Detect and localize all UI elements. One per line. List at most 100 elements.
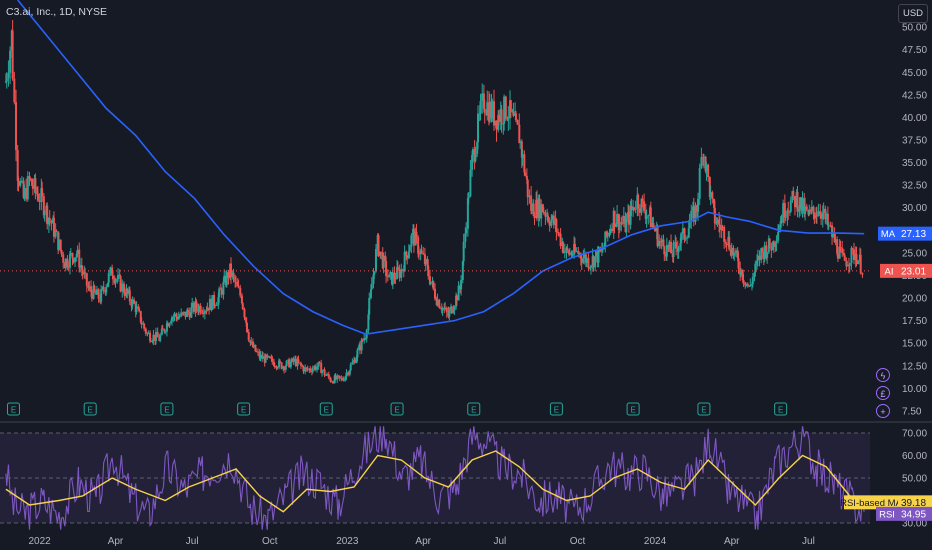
time-axis-tick-label: Jul [186, 536, 199, 547]
candle-body [170, 317, 173, 322]
candle-body [285, 360, 288, 367]
candle-body [147, 332, 150, 334]
candle-body [548, 221, 551, 226]
candle-body [573, 244, 576, 252]
candle-body [668, 241, 671, 249]
candle-body [417, 253, 420, 255]
candle-body [116, 279, 119, 281]
candle-body [643, 201, 646, 211]
candle-body [707, 164, 710, 178]
earnings-icon-label: E [241, 406, 246, 415]
candle-body [445, 307, 448, 313]
time-axis-tick-label: 2024 [644, 536, 667, 547]
candle-body [9, 50, 12, 73]
candle-body [256, 351, 259, 353]
candle-body [377, 235, 380, 256]
earnings-icon-label: E [630, 406, 635, 415]
candle-body [594, 256, 597, 268]
candle-body [273, 366, 276, 368]
candle-body [658, 240, 661, 247]
candle-body [434, 288, 436, 299]
price-axis-tick-label: 40.00 [902, 113, 927, 124]
candle-body [486, 102, 489, 116]
candle-body [595, 251, 598, 257]
candle-body [364, 338, 367, 340]
price-axis-tick-label: 45.00 [902, 68, 927, 79]
candle-body [72, 258, 75, 263]
candle-body [809, 209, 812, 211]
candle-body [217, 297, 220, 305]
candle-body [213, 304, 216, 306]
candle-body [111, 267, 114, 276]
candle-body [748, 285, 751, 287]
candle-body [370, 283, 373, 290]
candle-body [211, 295, 214, 310]
candle-body [135, 306, 138, 313]
candle-body [398, 268, 401, 278]
candle-body [725, 243, 728, 246]
candle-body [829, 225, 832, 227]
candle-body [478, 113, 481, 115]
candle-body [617, 214, 620, 231]
candle-body [582, 257, 585, 263]
candle-body [245, 317, 248, 323]
candle-body [160, 328, 163, 335]
candle-body [59, 239, 62, 251]
candle-body [630, 205, 633, 211]
candle-body [384, 255, 387, 262]
rsi-ma-tag-value-box [898, 495, 932, 510]
candle-body [507, 117, 510, 119]
candle-body [223, 275, 226, 283]
candle-body [266, 354, 269, 358]
dividend-icon[interactable]: £ [876, 386, 890, 400]
candle-body [325, 374, 328, 376]
earnings-E-icon [549, 402, 563, 416]
candle-body [616, 214, 619, 224]
candle-body [779, 221, 782, 229]
candle-body [361, 339, 364, 341]
candle-body [138, 308, 141, 312]
candle-body [227, 272, 230, 279]
price-axis-tick-label: 37.50 [902, 136, 927, 147]
time-axis-tick-label: Apr [724, 536, 740, 547]
candle-body [38, 200, 41, 202]
earnings-icon-label: E [778, 406, 783, 415]
candle-body [52, 217, 55, 237]
candle-body [845, 260, 848, 267]
candle-body [288, 359, 291, 368]
candle-body [386, 276, 389, 278]
candle-body [297, 359, 300, 363]
flash-icon[interactable]: ϟ [876, 368, 890, 382]
candle-body [780, 221, 783, 223]
candle-body [382, 255, 385, 268]
candle-body [302, 366, 305, 372]
rsi-axis-tick-label: 30.00 [902, 519, 927, 530]
candle-body [788, 211, 791, 213]
candle-body [106, 282, 109, 287]
candle-body [634, 208, 637, 210]
candle-body [420, 250, 423, 254]
plus-icon[interactable]: + [876, 404, 890, 418]
candle-body [495, 120, 498, 130]
currency-button[interactable]: USD [898, 4, 928, 23]
ma-tag-value-box [898, 226, 932, 241]
candle-body [833, 232, 836, 243]
candle-body [453, 306, 456, 311]
candle-body [620, 222, 623, 224]
candle-body [615, 223, 618, 227]
time-axis-tick-label: 2023 [336, 536, 359, 547]
candle-body [107, 273, 110, 283]
candle-body [859, 254, 862, 274]
candle-body [190, 307, 193, 318]
candle-body [239, 287, 242, 296]
candle-body [819, 211, 822, 214]
candle-body [340, 377, 343, 379]
candle-body [740, 269, 743, 275]
candle-body [523, 154, 526, 173]
candle-body [400, 270, 403, 278]
candle-body [704, 156, 707, 172]
candle-body [608, 233, 611, 235]
candle-body [555, 219, 558, 232]
candle-body [551, 215, 554, 220]
